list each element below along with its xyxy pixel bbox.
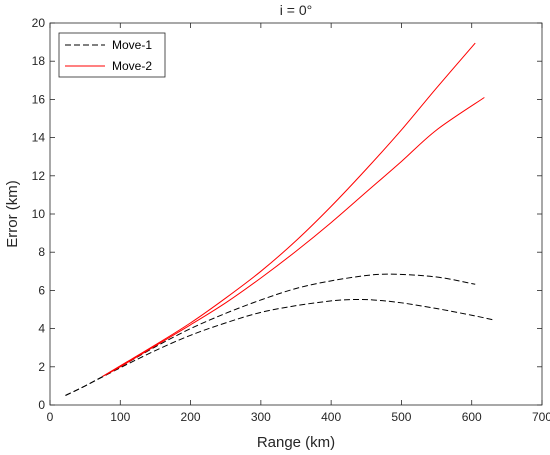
axes xyxy=(49,22,543,406)
series-move-1-line-2 xyxy=(65,298,495,396)
y-axis-label: Error (km) xyxy=(4,180,21,248)
legend-box xyxy=(58,32,166,78)
y-tick-label: 6 xyxy=(38,283,45,297)
plot-area xyxy=(65,42,495,396)
y-tick-label: 16 xyxy=(32,92,46,106)
y-tick-label: 8 xyxy=(38,245,45,259)
x-tick-label: 600 xyxy=(462,410,482,424)
y-tick-label: 10 xyxy=(32,207,46,221)
y-tick-label: 2 xyxy=(38,360,45,374)
x-tick-label: 200 xyxy=(181,410,201,424)
series-move-2-line-1 xyxy=(102,42,476,377)
x-tick-label: 400 xyxy=(321,410,341,424)
y-tick-label: 14 xyxy=(32,131,46,145)
legend: Move-1 Move-2 xyxy=(58,32,166,78)
y-tick-label: 18 xyxy=(32,54,46,68)
legend-label-move-1: Move-1 xyxy=(112,38,152,52)
y-tick-label: 4 xyxy=(38,322,45,336)
chart-title: i = 0° xyxy=(280,2,312,18)
series-move-1-line-1 xyxy=(65,273,476,396)
legend-label-move-2: Move-2 xyxy=(112,59,152,73)
x-tick-label: 500 xyxy=(391,410,411,424)
x-tick-label: 0 xyxy=(47,410,54,424)
x-axis-label: Range (km) xyxy=(257,434,335,451)
x-tick-label: 100 xyxy=(110,410,130,424)
y-tick-label: 0 xyxy=(38,398,45,412)
series-move-2-line-2 xyxy=(102,97,485,377)
x-tick-label: 700 xyxy=(532,410,550,424)
tick-marks: 0 100 200 300 400 500 600 700 0 2 4 6 8 10 12 14 16 18 20 xyxy=(32,16,550,424)
y-tick-label: 12 xyxy=(32,169,46,183)
y-tick-label: 20 xyxy=(32,16,46,30)
axes-frame xyxy=(49,22,543,406)
x-tick-label: 300 xyxy=(251,410,271,424)
